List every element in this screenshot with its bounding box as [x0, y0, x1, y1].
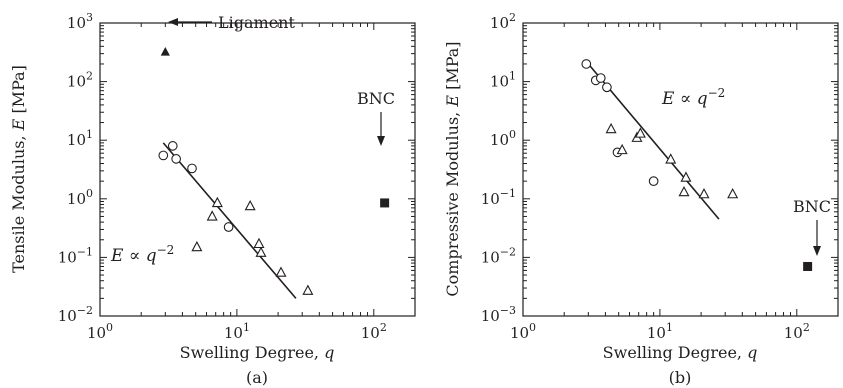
ligament-arrowhead: [168, 18, 178, 26]
data-point-triangle: [191, 240, 203, 252]
bnc-label-a: BNC: [357, 89, 395, 108]
ligament-label: Ligament: [218, 13, 295, 32]
plot-frame-a: [99, 22, 416, 317]
x-tick-label: 101: [647, 321, 673, 342]
data-point-circle: [171, 154, 182, 164]
fit-line-a: [162, 142, 297, 299]
tick-marks-a: [99, 23, 416, 317]
x-tick-label: 101: [224, 321, 250, 342]
data-point-circle: [158, 150, 169, 161]
formula-a: E ∝ q−2: [110, 243, 174, 266]
data-point-triangle: [727, 187, 739, 199]
y-tick-labels-a: 10−2 10−1 100 101 102 103: [58, 11, 93, 325]
data-point-circle: [648, 176, 659, 187]
bnc-annotation-b: BNC: [793, 197, 831, 256]
data-point-triangle: [634, 127, 646, 138]
data-point-triangle: [605, 122, 617, 134]
y-axis-label-b: Compressive Modulus, E [MPa]: [443, 41, 462, 296]
data-point-triangle: [211, 196, 223, 208]
y-tick-label: 10−3: [481, 304, 516, 325]
data-point-circle: [595, 73, 606, 83]
data-points-a: [158, 46, 390, 295]
data-points-b: [581, 59, 813, 271]
y-tick-label: 101: [490, 70, 516, 91]
data-point-circle: [187, 163, 197, 174]
y-tick-label: 103: [67, 11, 93, 32]
ligament-annotation: Ligament: [168, 13, 295, 32]
y-tick-label: 10−2: [58, 304, 93, 325]
y-tick-labels-b: 10−3 10−2 10−1 100 101 102: [481, 11, 516, 325]
data-point-triangle: [255, 246, 267, 257]
data-point-triangle: [302, 284, 314, 295]
panel-label-a: (a): [246, 368, 268, 387]
data-point-triangle: [616, 143, 628, 155]
x-axis-label-a: Swelling Degree, q: [180, 343, 335, 362]
y-tick-label: 100: [67, 187, 93, 208]
data-point-circle: [602, 82, 612, 93]
data-point-circle: [581, 59, 592, 69]
data-point-triangle: [244, 199, 256, 211]
bnc-annotation-a: BNC: [357, 89, 395, 146]
data-point-circle: [167, 141, 178, 151]
x-tick-labels-b: 100 101 102: [510, 321, 810, 342]
y-tick-label: 102: [67, 70, 93, 91]
data-point-triangle: [206, 210, 218, 221]
data-point-triangle: [678, 185, 690, 197]
data-point-triangle: [698, 187, 710, 199]
data-point-circle: [223, 222, 234, 232]
bnc-point: [803, 261, 813, 271]
y-tick-label: 10−2: [481, 245, 516, 266]
y-axis-label-a: Tensile Modulus, E [MPa]: [9, 65, 28, 273]
x-tick-label: 100: [87, 321, 113, 342]
bnc-point: [380, 198, 390, 208]
x-tick-labels-a: 100 101 102: [87, 321, 387, 342]
bnc-label-b: BNC: [793, 197, 831, 216]
tick-marks-b: [522, 23, 839, 317]
y-tick-label: 102: [490, 11, 516, 32]
data-point-triangle: [253, 237, 265, 249]
data-point-triangle: [665, 153, 677, 164]
y-tick-label: 101: [67, 128, 93, 149]
y-tick-label: 10−1: [58, 245, 93, 266]
data-point-triangle: [275, 266, 287, 277]
data-point-triangle: [680, 171, 692, 182]
bnc-arrowhead-b: [813, 246, 821, 256]
x-tick-label: 100: [510, 321, 536, 342]
formula-b: E ∝ q−2: [661, 86, 725, 109]
x-axis-label-b: Swelling Degree, q: [603, 343, 758, 362]
y-tick-label: 10−1: [481, 187, 516, 208]
plot-frame-b: [522, 22, 839, 317]
ligament-point: [160, 46, 170, 56]
compressive-modulus-chart: 10−3 10−2 10−1 100 101 102 100 101 102 BNC E ∝ …: [443, 11, 839, 387]
bnc-arrowhead-a: [377, 136, 385, 146]
x-tick-label: 102: [784, 321, 810, 342]
y-tick-label: 100: [490, 128, 516, 149]
x-tick-label: 102: [361, 321, 387, 342]
panel-label-b: (b): [669, 368, 692, 387]
